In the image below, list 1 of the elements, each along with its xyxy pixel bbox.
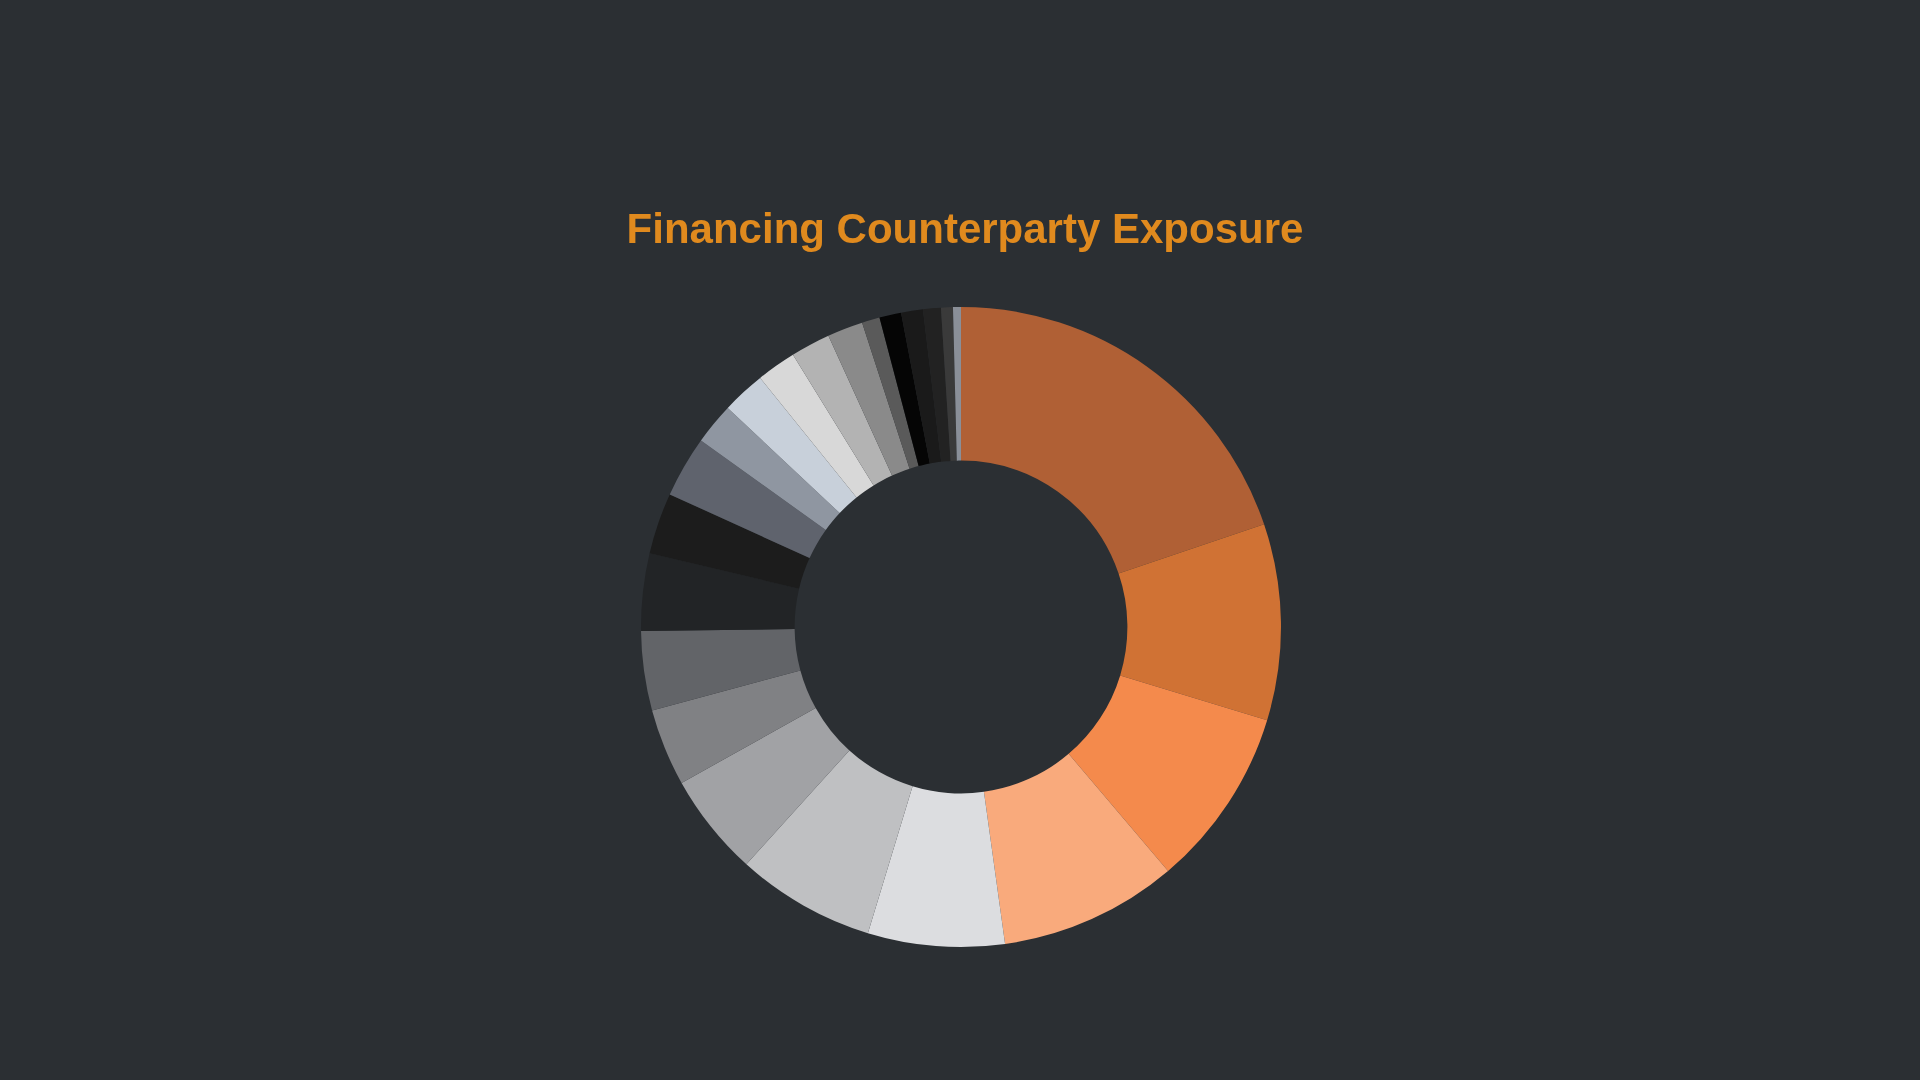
chart-title: Financing Counterparty Exposure (625, 205, 1305, 253)
